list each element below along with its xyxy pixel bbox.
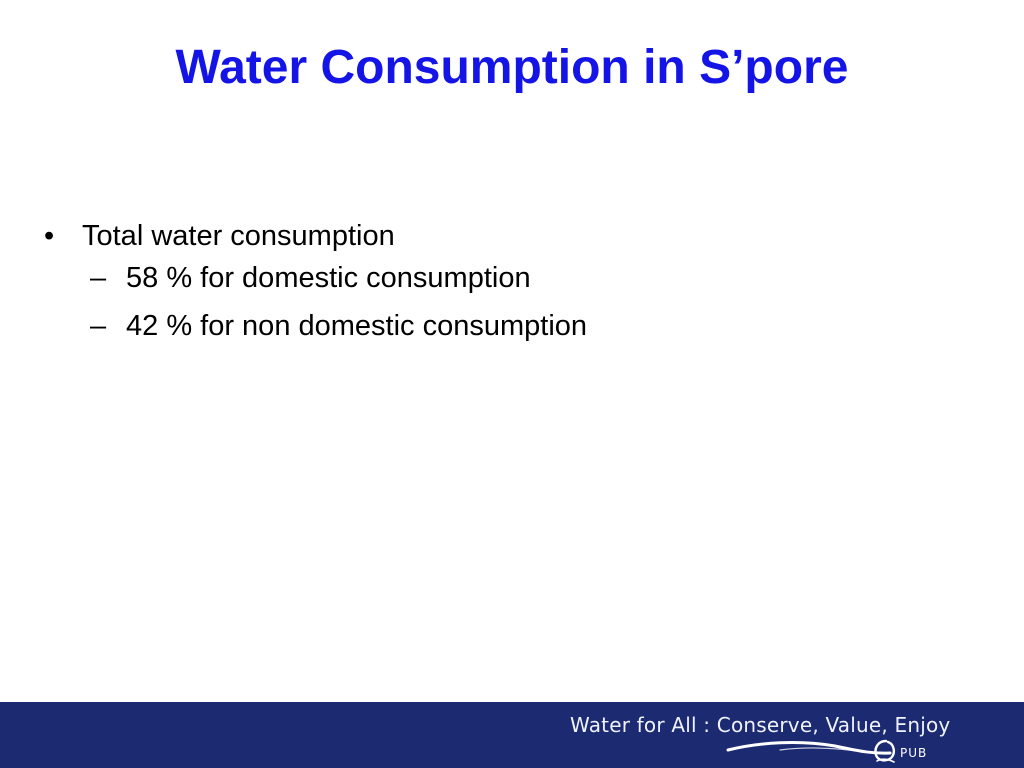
footer-tagline: Water for All : Conserve, Value, Enjoy — [570, 713, 951, 737]
pub-logo-icon — [874, 739, 896, 763]
sub-bullet-text: 42 % for non domestic consumption — [126, 310, 588, 342]
sub-bullet-marker: – — [90, 262, 107, 294]
sub-bullet-marker: – — [90, 310, 107, 342]
logo-text: PUB — [900, 746, 928, 760]
sub-bullet-item: – 58 % for domestic consumption — [44, 258, 944, 306]
sub-bullet-text: 58 % for domestic consumption — [126, 262, 531, 294]
footer-bar: Water for All : Conserve, Value, Enjoy P… — [0, 702, 1024, 768]
wave-swoosh-icon — [726, 741, 892, 755]
bullet-text: Total water consumption — [82, 220, 395, 252]
bullet-marker: • — [44, 220, 55, 252]
slide-title: Water Consumption in S’pore — [175, 41, 849, 94]
bullet-list: • Total water consumption – 58 % for dom… — [44, 216, 944, 354]
bullet-item: • Total water consumption — [44, 216, 944, 258]
sub-bullet-item: – 42 % for non domestic consumption — [44, 306, 944, 354]
